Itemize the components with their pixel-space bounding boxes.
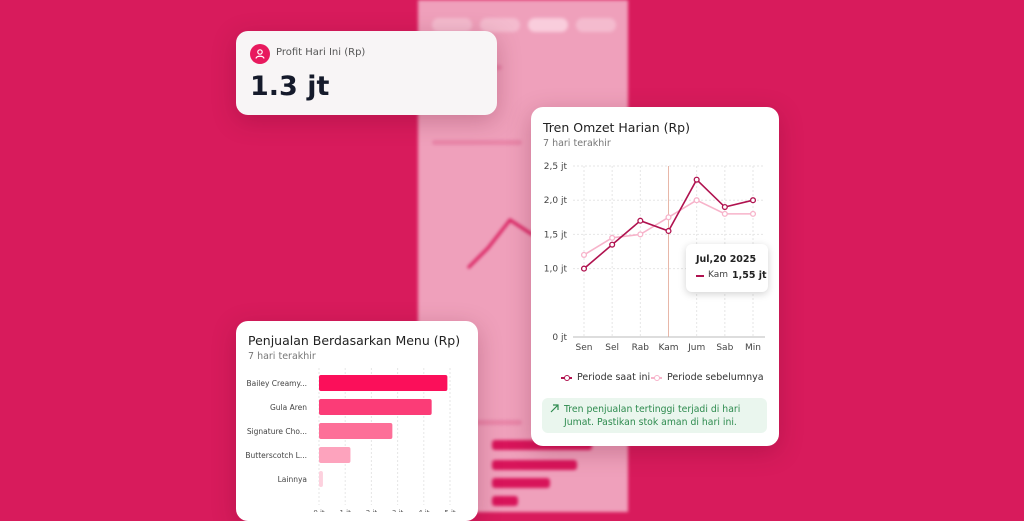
- legend-current-swatch: [561, 374, 572, 381]
- bar: [319, 399, 432, 415]
- tooltip-series-swatch: [696, 275, 704, 277]
- x-tick-label: Jum: [687, 343, 705, 353]
- x-tick-label: Rab: [632, 343, 650, 353]
- legend-previous-swatch: [651, 374, 662, 381]
- x-tick-label: Sen: [576, 343, 593, 353]
- user-icon: [250, 44, 270, 64]
- series-previous-point: [721, 210, 728, 217]
- x-tick-label: Sel: [605, 343, 619, 353]
- tooltip-date: Jul,20 2025: [696, 254, 757, 265]
- menu-card-subtitle: 7 hari terakhir: [248, 351, 316, 362]
- series-previous-point: [637, 231, 644, 238]
- x-tick-label: 2 jt: [366, 509, 378, 512]
- insight-text: Tren penjualan tertinggi terjadi di hari…: [564, 404, 741, 428]
- series-current-point: [721, 203, 728, 211]
- y-tick-label: 2,5 jt: [544, 162, 568, 172]
- x-tick-label: 5 jt: [444, 509, 456, 512]
- menu-sales-card: Penjualan Berdasarkan Menu (Rp) 7 hari t…: [236, 321, 478, 521]
- x-tick-label: Min: [745, 343, 761, 353]
- x-tick-label: 0 jt: [313, 509, 325, 512]
- trend-card-title: Tren Omzet Harian (Rp): [543, 120, 690, 135]
- bar-category-label: Butterscotch L...: [245, 451, 307, 460]
- x-tick-label: 3 jt: [392, 509, 404, 512]
- bar-category-label: Signature Cho...: [247, 427, 307, 436]
- bar-category-label: Bailey Creamy...: [246, 379, 307, 388]
- bar: [319, 423, 393, 439]
- trend-card-subtitle: 7 hari terakhir: [543, 138, 611, 149]
- series-previous-point: [609, 234, 616, 241]
- y-tick-label: 0 jt: [552, 333, 567, 343]
- bar-category-label: Gula Aren: [270, 403, 307, 412]
- bar: [319, 447, 351, 463]
- bar-category-label: Lainnya: [278, 475, 307, 484]
- x-tick-label: 1 jt: [340, 509, 352, 512]
- legend-previous-label: Periode sebelumnya: [667, 372, 764, 383]
- menu-card-title: Penjualan Berdasarkan Menu (Rp): [248, 333, 461, 348]
- series-current-point: [693, 176, 700, 183]
- series-previous-point: [580, 251, 588, 258]
- series-current-point: [580, 265, 588, 272]
- bar: [319, 375, 448, 391]
- series-previous-point: [749, 210, 757, 217]
- y-tick-label: 2,0 jt: [544, 196, 568, 206]
- profit-card: Profit Hari Ini (Rp) 1.3 jt: [236, 31, 497, 115]
- legend-current-label: Periode saat ini: [577, 372, 651, 383]
- profit-label: Profit Hari Ini (Rp): [276, 47, 366, 58]
- x-tick-label: Kam: [658, 343, 678, 353]
- insight-box: Tren penjualan tertinggi terjadi di hari…: [542, 398, 767, 433]
- legend-previous[interactable]: Periode sebelumnya: [651, 372, 764, 383]
- bar: [319, 471, 323, 487]
- chart-tooltip: Jul,20 2025 Kam 1,55 jt: [686, 244, 768, 292]
- profit-value: 1.3 jt: [250, 71, 330, 102]
- series-current-point: [637, 217, 644, 224]
- x-tick-label: Sab: [716, 343, 733, 353]
- tooltip-label: Kam: [708, 270, 729, 280]
- trend-up-icon: [550, 404, 559, 416]
- x-tick-label: 4 jt: [418, 509, 430, 512]
- series-previous-point: [665, 214, 672, 221]
- series-previous-point: [693, 197, 700, 204]
- series-current-point: [749, 197, 757, 204]
- tooltip-value: 1,55 jt: [732, 270, 767, 281]
- legend-current[interactable]: Periode saat ini: [561, 372, 650, 383]
- series-current-point: [665, 227, 672, 235]
- y-tick-label: 1,5 jt: [544, 230, 568, 240]
- series-current-point: [609, 241, 616, 248]
- y-tick-label: 1,0 jt: [544, 265, 568, 275]
